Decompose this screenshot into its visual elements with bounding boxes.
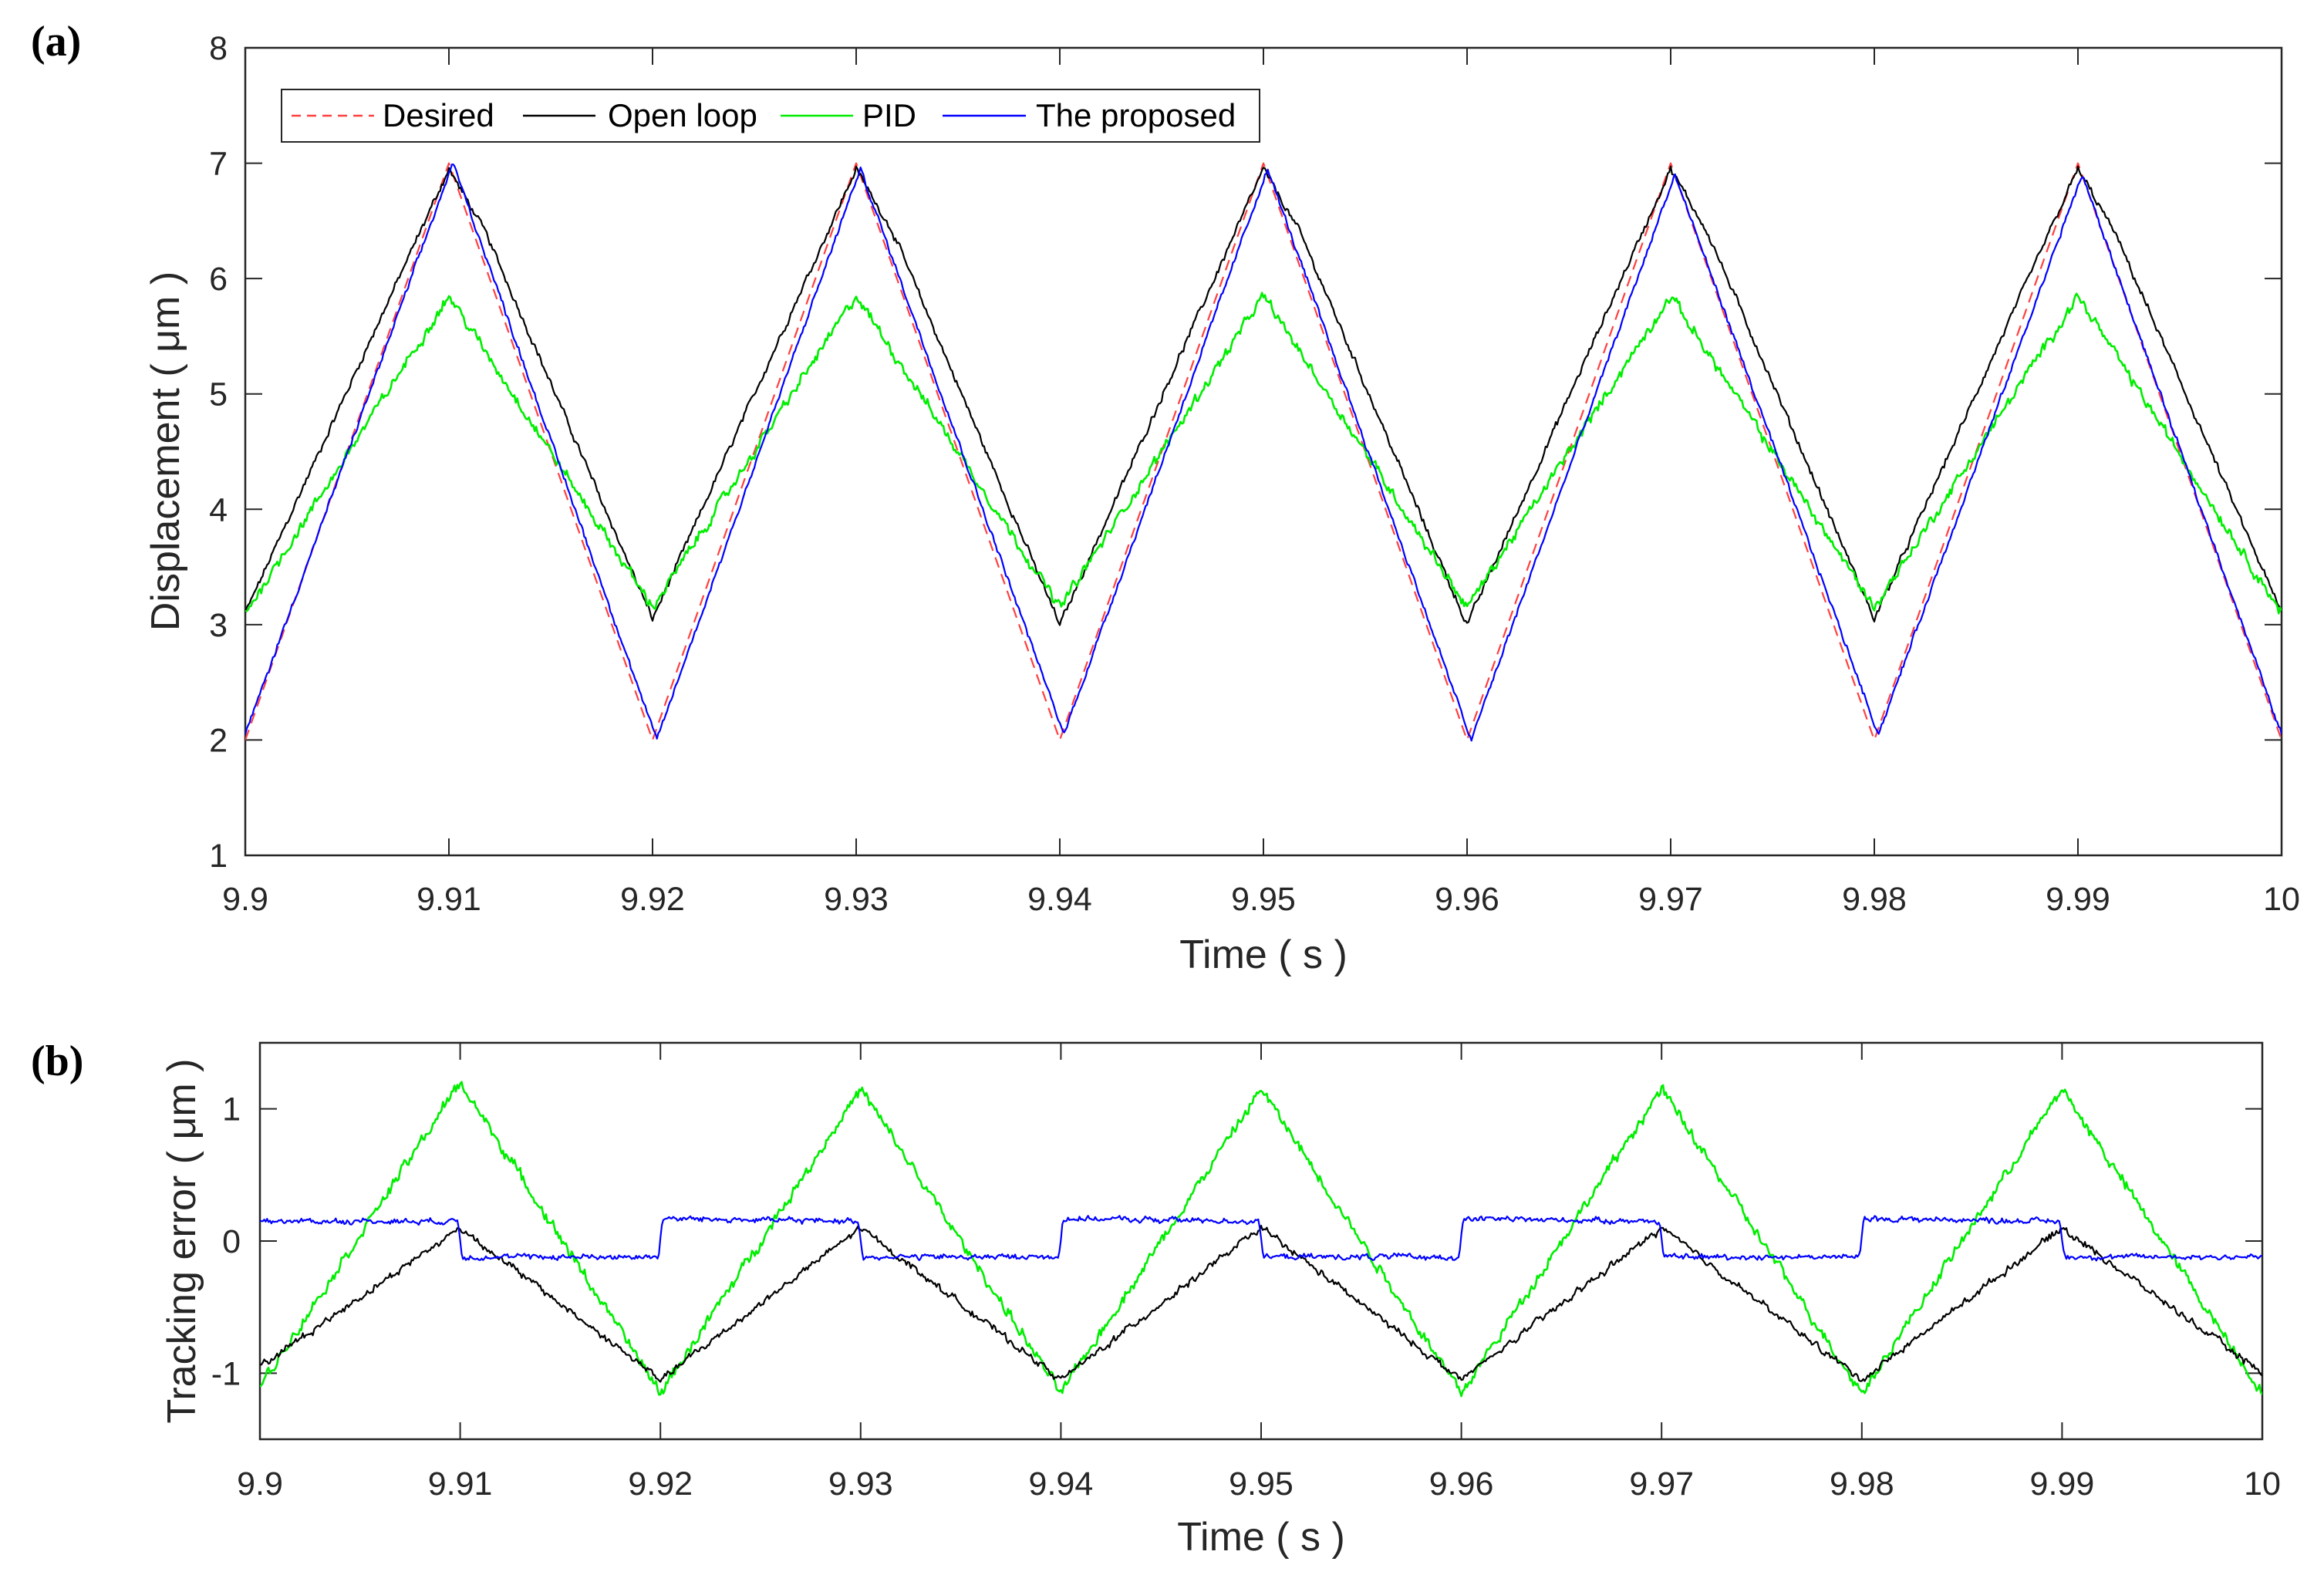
panel-b-xtick-label: 9.94 [1029, 1465, 1094, 1502]
panel-a-series-desired [245, 162, 2282, 741]
panel-a-ticks: 9.9 9.91 9.92 9.93 9.94 9.95 9.96 9.97 9.98 9.99 1… [209, 30, 2300, 918]
panel-b-label: (b) [31, 1037, 83, 1085]
panel-a-ytick-label: 4 [209, 491, 228, 528]
panel-a-xtick-label: 9.92 [620, 881, 685, 918]
panel-b-series-open-loop [260, 1224, 2262, 1383]
panel-b-xtick-label: 10 [2244, 1465, 2281, 1502]
panel-a-xtick-label: 9.99 [2046, 881, 2110, 918]
legend-box [281, 89, 1260, 143]
panel-a-xtick-label: 9.97 [1638, 881, 1703, 918]
legend: Desired Open loop PID The proposed [281, 89, 1260, 143]
panel-a-ytick-label: 7 [209, 146, 228, 183]
panel-b-ytick-label: 1 [222, 1091, 241, 1128]
panel-a-ytick-label: 8 [209, 30, 228, 67]
panel-a-series-open-loop [245, 165, 2282, 626]
panel-a-xtick-label: 10 [2263, 881, 2300, 918]
panel-a-xtick-label: 9.93 [824, 881, 889, 918]
panel-a-xtick-label: 9.95 [1231, 881, 1296, 918]
panel-b-xtick-label: 9.92 [628, 1465, 693, 1502]
panel-a-ytick-label: 2 [209, 722, 228, 759]
panel-b-ytick-label: -1 [211, 1355, 241, 1392]
panel-b-xlabel: Time ( s ) [1177, 1515, 1345, 1560]
panel-a-label: (a) [31, 18, 81, 66]
panel-b-ylabel: Tracking error ( μm ) [160, 1059, 204, 1424]
panel-b-ytick-label: 0 [222, 1223, 241, 1260]
panel-a-xtick-label: 9.98 [1842, 881, 1907, 918]
panel-a-ylabel: Displacement ( μm ) [143, 271, 188, 631]
panel-a-series [245, 162, 2282, 742]
panel-b-ticks: 9.9 9.91 9.92 9.93 9.94 9.95 9.96 9.97 9.98 9.99 1… [211, 1043, 2281, 1502]
panel-a-ytick-label: 1 [209, 838, 228, 875]
legend-label-proposed: The proposed [1036, 97, 1236, 133]
panel-b-xtick-label: 9.95 [1229, 1465, 1294, 1502]
panel-b-xtick-label: 9.93 [828, 1465, 893, 1502]
panel-b-xtick-label: 9.9 [237, 1465, 283, 1502]
panel-a-xtick-label: 9.91 [417, 881, 481, 918]
panel-b-series [260, 1081, 2262, 1398]
legend-label-open-loop: Open loop [608, 97, 757, 133]
panel-a-series-pid [245, 292, 2282, 615]
legend-label-desired: Desired [383, 97, 494, 133]
panel-a-xtick-label: 9.9 [222, 881, 268, 918]
panel-b-series-the-proposed [260, 1215, 2262, 1262]
legend-label-pid: PID [862, 97, 916, 133]
panel-a-ytick-label: 6 [209, 261, 228, 298]
panel-b-xtick-label: 9.96 [1429, 1465, 1494, 1502]
panel-b-xtick-label: 9.99 [2030, 1465, 2095, 1502]
panel-b-xtick-label: 9.98 [1830, 1465, 1894, 1502]
panel-a-xlabel: Time ( s ) [1179, 933, 1348, 977]
panel-b-xtick-label: 9.91 [428, 1465, 493, 1502]
panel-a-xtick-label: 9.94 [1027, 881, 1092, 918]
panel-a-ytick-label: 5 [209, 376, 228, 413]
panel-b-xtick-label: 9.97 [1629, 1465, 1694, 1502]
panel-a-series-the-proposed [245, 164, 2282, 742]
panel-b-series-pid [260, 1081, 2262, 1398]
panel-a-xtick-label: 9.96 [1435, 881, 1499, 918]
panel-a-ytick-label: 3 [209, 607, 228, 644]
